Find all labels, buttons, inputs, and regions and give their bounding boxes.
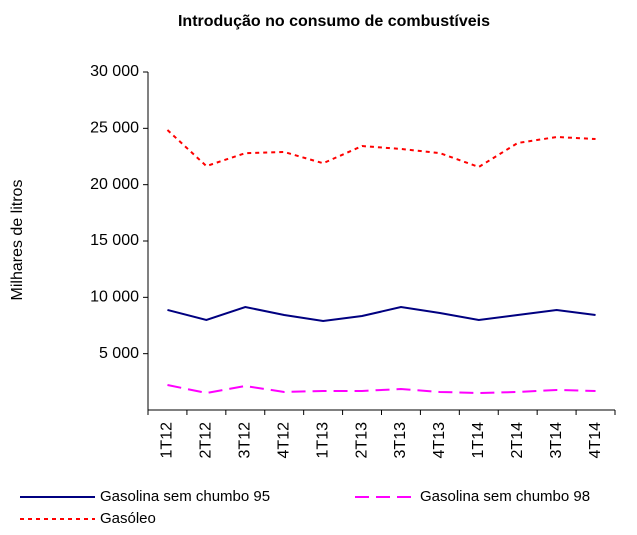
y-tick-label: 30 000 bbox=[90, 63, 139, 80]
y-tick-label: 10 000 bbox=[90, 289, 139, 306]
x-tick-label: 2T13 bbox=[353, 422, 370, 459]
y-tick-label: 5 000 bbox=[99, 345, 139, 362]
y-tick-label: 25 000 bbox=[90, 120, 139, 137]
x-tick-label: 4T12 bbox=[275, 422, 292, 459]
x-tick-label: 3T14 bbox=[548, 422, 565, 459]
series-line bbox=[166, 129, 596, 169]
y-tick-label: 15 000 bbox=[90, 232, 139, 249]
x-tick-label: 4T14 bbox=[587, 422, 604, 459]
x-tick-label: 1T13 bbox=[314, 422, 331, 459]
chart-title: Introdução no consumo de combustíveis bbox=[178, 13, 490, 30]
y-tick-label: 20 000 bbox=[90, 176, 139, 193]
x-tick-label: 3T12 bbox=[237, 422, 254, 459]
legend-label: Gasóleo bbox=[100, 510, 156, 527]
legend-label: Gasolina sem chumbo 98 bbox=[420, 488, 590, 505]
series-line bbox=[167, 384, 596, 395]
x-tick-label: 3T13 bbox=[392, 422, 409, 459]
x-tick-label: 2T14 bbox=[509, 422, 526, 459]
x-tick-label: 1T14 bbox=[470, 422, 487, 459]
legend-label: Gasolina sem chumbo 95 bbox=[100, 488, 270, 505]
x-tick-label: 2T12 bbox=[198, 422, 215, 459]
x-tick-label: 1T12 bbox=[159, 422, 176, 459]
series-line bbox=[167, 305, 596, 323]
y-axis-label: Milhares de litros bbox=[9, 180, 26, 301]
x-tick-label: 4T13 bbox=[431, 422, 448, 459]
